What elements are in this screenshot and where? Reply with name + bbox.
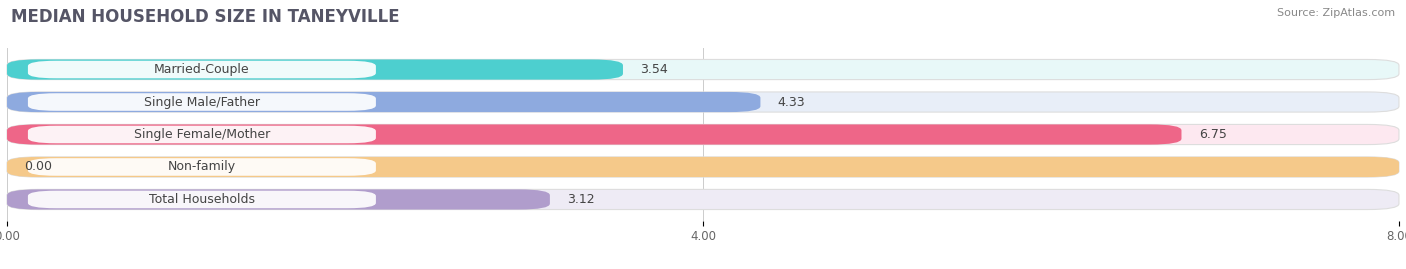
Text: Single Male/Father: Single Male/Father [143, 95, 260, 108]
Text: 4.33: 4.33 [778, 95, 806, 108]
FancyBboxPatch shape [7, 189, 1399, 210]
FancyBboxPatch shape [7, 59, 1399, 80]
Text: Non-family: Non-family [167, 161, 236, 174]
FancyBboxPatch shape [7, 92, 761, 112]
FancyBboxPatch shape [7, 125, 1399, 144]
FancyBboxPatch shape [28, 158, 375, 176]
FancyBboxPatch shape [7, 125, 1181, 144]
Text: MEDIAN HOUSEHOLD SIZE IN TANEYVILLE: MEDIAN HOUSEHOLD SIZE IN TANEYVILLE [11, 8, 399, 26]
FancyBboxPatch shape [7, 59, 623, 80]
Text: 3.54: 3.54 [640, 63, 668, 76]
Text: Single Female/Mother: Single Female/Mother [134, 128, 270, 141]
Text: 0.00: 0.00 [24, 161, 52, 174]
FancyBboxPatch shape [7, 189, 550, 210]
Text: Source: ZipAtlas.com: Source: ZipAtlas.com [1277, 8, 1395, 18]
Text: Married-Couple: Married-Couple [155, 63, 250, 76]
FancyBboxPatch shape [28, 126, 375, 143]
FancyBboxPatch shape [28, 191, 375, 208]
Text: Total Households: Total Households [149, 193, 254, 206]
FancyBboxPatch shape [28, 93, 375, 111]
FancyBboxPatch shape [7, 157, 1399, 177]
FancyBboxPatch shape [7, 157, 1399, 177]
Text: 6.75: 6.75 [1199, 128, 1227, 141]
FancyBboxPatch shape [28, 61, 375, 78]
Text: 3.12: 3.12 [567, 193, 595, 206]
FancyBboxPatch shape [7, 92, 1399, 112]
